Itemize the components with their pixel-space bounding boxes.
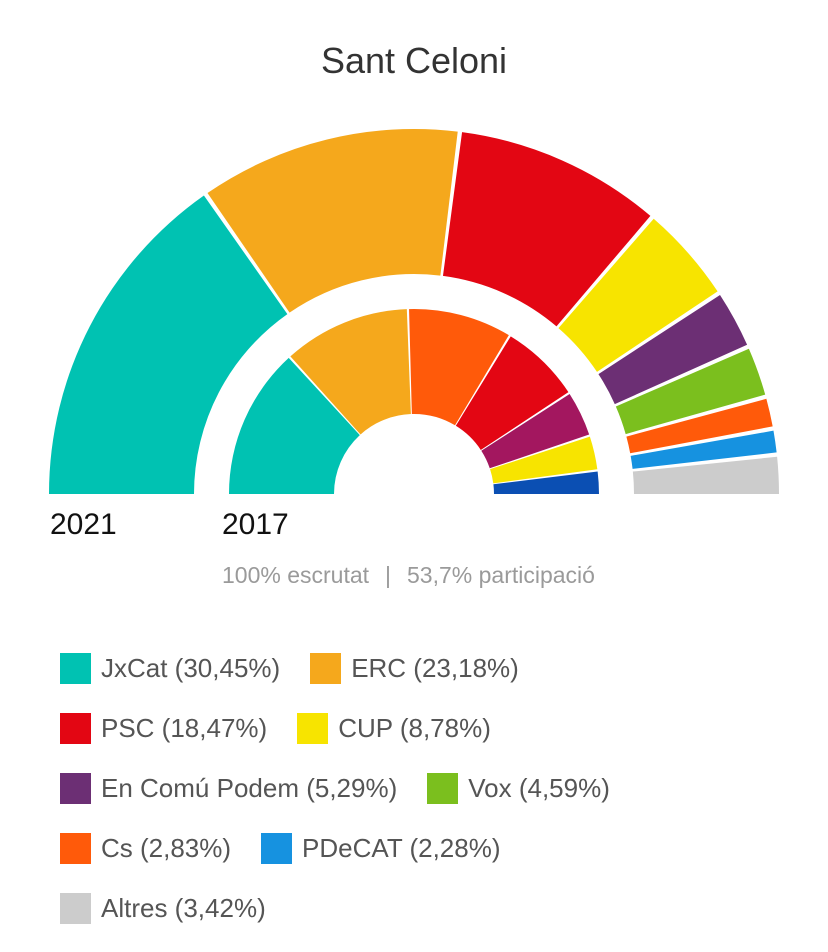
legend-item: Altres (3,42%) — [60, 892, 266, 924]
legend-swatch — [60, 652, 91, 684]
legend-swatch — [310, 652, 342, 684]
legend-label: CUP (8,78%) — [338, 712, 491, 743]
legend-swatch — [427, 772, 459, 804]
legend-item: En Comú Podem (5,29%) — [60, 772, 398, 804]
outer-ring-slice — [630, 430, 777, 469]
legend-row: PSC (18,47%) CUP (8,78%) — [60, 698, 780, 758]
legend-swatch — [261, 832, 293, 864]
hemicycle-chart — [49, 129, 780, 494]
inner-ring-slice — [455, 336, 569, 450]
inner-ring-year-label: 2017 — [222, 508, 289, 541]
inner-ring-slice — [290, 309, 411, 435]
legend-row: En Comú Podem (5,29%) Vox (4,59%) — [60, 758, 780, 818]
inner-ring-slice — [229, 357, 360, 494]
inner-ring-slice — [481, 393, 590, 469]
legend-label: PSC (18,47%) — [101, 712, 268, 743]
outer-ring-slice — [207, 129, 458, 313]
legend-item: JxCat (30,45%) — [60, 652, 281, 684]
legend-label: ERC (23,18%) — [351, 652, 519, 683]
outer-ring-slice — [626, 398, 773, 454]
legend-swatch — [60, 892, 91, 924]
inner-ring-slice — [409, 309, 509, 426]
legend-label: Cs (2,83%) — [101, 832, 232, 863]
outer-ring-slice — [615, 348, 766, 435]
count-status: 100% escrutat | 53,7% participació — [222, 562, 595, 589]
legend-label: PDeCAT (2,28%) — [302, 832, 501, 863]
legend-swatch — [60, 712, 91, 744]
scrutinized-text: 100% escrutat — [222, 562, 370, 588]
legend-label: Vox (4,59%) — [468, 772, 610, 803]
legend-item: PSC (18,47%) — [60, 712, 268, 744]
legend-label: JxCat (30,45%) — [101, 652, 281, 683]
outer-ring-slice — [442, 132, 651, 327]
legend-swatch — [60, 772, 91, 804]
legend-swatch — [297, 712, 329, 744]
legend-row: Cs (2,83%) PDeCAT (2,28%) — [60, 818, 780, 878]
status-separator: | — [385, 562, 392, 588]
outer-ring-slice — [598, 295, 748, 405]
outer-ring-slice — [49, 195, 288, 494]
chart-title: Sant Celoni — [320, 40, 508, 81]
participation-text: 53,7% participació — [407, 562, 595, 588]
legend-item: ERC (23,18%) — [310, 652, 519, 684]
legend-row: Altres (3,42%) — [60, 878, 780, 938]
legend-item: CUP (8,78%) — [297, 712, 491, 744]
legend-swatch — [60, 832, 91, 864]
legend-item: Cs (2,83%) — [60, 832, 232, 864]
outer-ring-slice — [632, 456, 780, 494]
outer-ring-year-label: 2021 — [50, 508, 117, 541]
inner-ring-slice — [490, 436, 598, 484]
outer-ring-slice — [558, 218, 718, 372]
legend-row: JxCat (30,45%) ERC (23,18%) — [60, 638, 780, 698]
legend-label: Altres (3,42%) — [101, 892, 266, 923]
inner-ring-slice — [493, 471, 599, 494]
legend: JxCat (30,45%) ERC (23,18%) PSC (18,47%) CU… — [60, 638, 780, 938]
legend-item: Vox (4,59%) — [427, 772, 610, 804]
legend-label: En Comú Podem (5,29%) — [101, 772, 398, 803]
legend-item: PDeCAT (2,28%) — [261, 832, 501, 864]
